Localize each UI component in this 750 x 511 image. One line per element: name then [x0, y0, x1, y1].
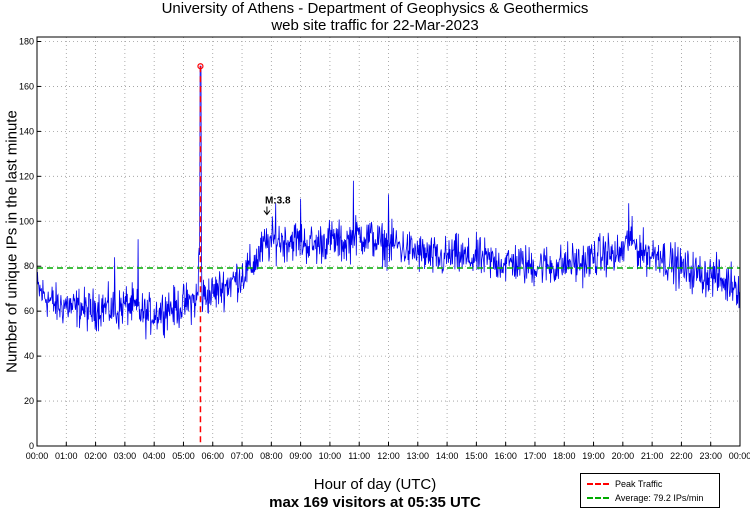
y-tick-label: 40 [24, 351, 34, 361]
legend-swatch-average [587, 497, 609, 499]
x-tick-label: 04:00 [143, 451, 166, 461]
peak-marker [197, 63, 204, 70]
legend-item-average: Average: 79.2 IPs/min [587, 492, 703, 504]
chart-subtitle: web site traffic for 22-Mar-2023 [271, 17, 479, 34]
y-tick-label: 100 [19, 216, 34, 226]
x-tick-label: 17:00 [524, 451, 547, 461]
chart-title: University of Athens - Department of Geo… [161, 0, 589, 17]
legend-label-average: Average: 79.2 IPs/min [615, 493, 704, 503]
x-tick-label: 19:00 [582, 451, 605, 461]
y-tick-label: 180 [19, 36, 34, 46]
x-tick-label: 12:00 [377, 451, 400, 461]
x-tick-label: 07:00 [231, 451, 254, 461]
y-tick-label: 160 [19, 81, 34, 91]
x-tick-label: 21:00 [641, 451, 664, 461]
x-tick-label: 05:00 [172, 451, 195, 461]
y-tick-label: 80 [24, 261, 34, 271]
x-tick-label: 20:00 [612, 451, 635, 461]
max-visitors-note: max 169 visitors at 05:35 UTC [269, 494, 481, 511]
x-tick-label: 09:00 [289, 451, 312, 461]
y-tick-label: 120 [19, 171, 34, 181]
x-tick-label: 13:00 [407, 451, 430, 461]
x-tick-label: 08:00 [260, 451, 283, 461]
x-tick-label: 00:00 [729, 451, 750, 461]
traffic-series [36, 65, 741, 340]
legend-swatch-peak [587, 483, 609, 485]
legend: Peak Traffic Average: 79.2 IPs/min [580, 473, 720, 508]
annotation-label: M:3.8 [265, 196, 291, 207]
x-tick-label: 00:00 [26, 451, 49, 461]
x-axis-label: Hour of day (UTC) [313, 476, 437, 493]
x-tick-label: 11:00 [348, 451, 370, 461]
y-tick-label: 60 [24, 306, 34, 316]
x-tick-label: 22:00 [670, 451, 693, 461]
x-tick-label: 10:00 [319, 451, 342, 461]
legend-item-peak: Peak Traffic [587, 478, 662, 490]
legend-label-peak: Peak Traffic [615, 479, 663, 489]
traffic-line [36, 65, 741, 340]
x-tick-label: 16:00 [494, 451, 517, 461]
axis-ticks: 00:00 01:00 02:00 03:00 04:00 05:00 06:00 07:00… [19, 36, 750, 461]
x-tick-label: 14:00 [436, 451, 459, 461]
x-tick-label: 03:00 [114, 451, 137, 461]
y-tick-label: 140 [19, 126, 34, 136]
x-tick-label: 15:00 [465, 451, 488, 461]
plot-frame [36, 36, 741, 447]
x-tick-label: 06:00 [201, 451, 224, 461]
y-tick-label: 0 [29, 441, 34, 451]
overlay-lines: M:3.8 [37, 63, 740, 446]
x-tick-label: 18:00 [553, 451, 576, 461]
y-tick-label: 20 [24, 396, 34, 406]
annotation-arrow-head [263, 210, 271, 216]
y-axis-label: Number of unique IPs in the last minute [3, 110, 21, 373]
x-tick-label: 23:00 [699, 451, 722, 461]
x-tick-label: 01:00 [55, 451, 78, 461]
x-tick-label: 02:00 [84, 451, 107, 461]
